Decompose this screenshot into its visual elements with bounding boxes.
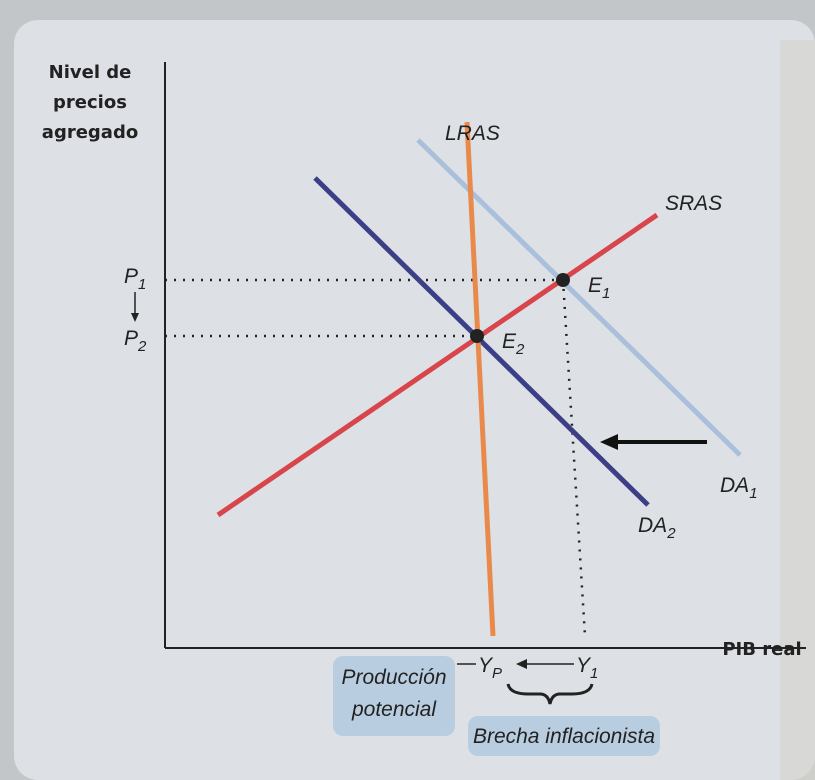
note-text: Brecha inflacionista	[473, 725, 655, 748]
label-main: E	[588, 274, 603, 297]
x-axis-label: PIB real	[722, 639, 801, 660]
curve-label: LRAS	[445, 122, 500, 145]
curve-label: SRAS	[665, 192, 722, 215]
label-sub: 1	[602, 285, 610, 302]
equilibrium-point	[470, 329, 484, 343]
page-edge	[780, 40, 815, 780]
label-sub: P	[492, 665, 502, 682]
label-sub: 1	[749, 485, 757, 502]
note-text: potencial	[351, 698, 437, 721]
page: Nivel de precios agregado PIB real LRAS …	[0, 0, 815, 780]
label-sub: 2	[137, 338, 147, 355]
equilibrium-point	[556, 273, 570, 287]
y-axis-label: precios	[53, 92, 127, 113]
label-main: E	[502, 330, 517, 353]
label-main: DA	[638, 514, 667, 537]
diagram: Nivel de precios agregado PIB real LRAS …	[0, 0, 815, 780]
label-sub: 2	[666, 525, 676, 542]
label-main: P	[124, 265, 138, 288]
label-main: DA	[720, 474, 749, 497]
y-axis-label: Nivel de	[49, 62, 132, 83]
label-main: P	[124, 327, 138, 350]
label-sub: 2	[515, 341, 525, 358]
label-sub: 1	[138, 276, 146, 293]
y-axis-label: agregado	[42, 122, 138, 143]
label-sub: 1	[590, 665, 598, 682]
note-text: Producción	[341, 666, 446, 689]
